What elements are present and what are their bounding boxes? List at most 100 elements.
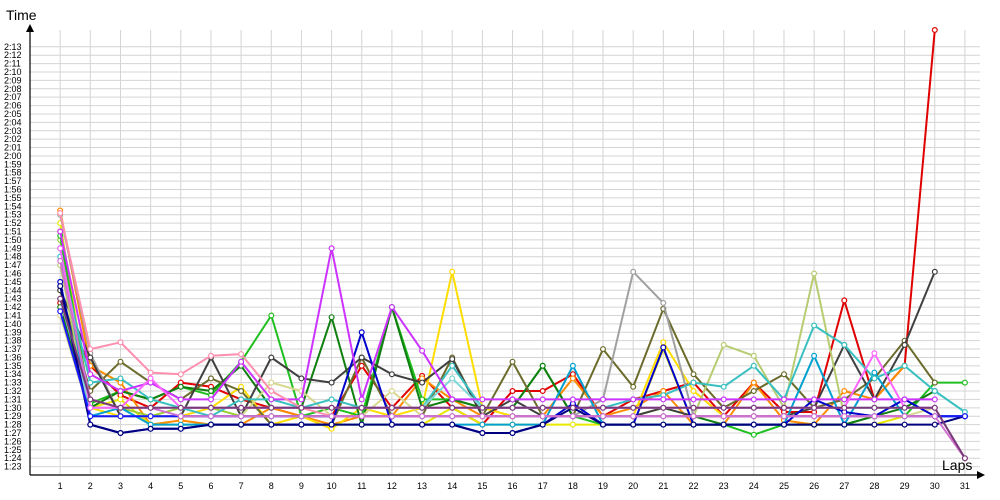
- y-tick-label: 1:36: [4, 352, 22, 362]
- x-tick-label: 2: [88, 481, 93, 491]
- data-point: [841, 396, 848, 403]
- data-point: [117, 358, 124, 365]
- data-point: [871, 421, 878, 428]
- data-point: [630, 421, 637, 428]
- data-point: [147, 396, 154, 403]
- data-point: [630, 268, 637, 275]
- data-point: [57, 210, 64, 217]
- x-tick-label: 7: [239, 481, 244, 491]
- data-point: [931, 421, 938, 428]
- data-point: [87, 346, 94, 353]
- data-point: [720, 396, 727, 403]
- data-point: [660, 339, 667, 346]
- x-tick-label: 20: [628, 481, 638, 491]
- y-tick-label: 1:52: [4, 218, 22, 228]
- data-point: [57, 228, 64, 235]
- data-point: [449, 268, 456, 275]
- x-tick-label: 24: [749, 481, 759, 491]
- y-tick-label: 1:30: [4, 403, 22, 413]
- data-point: [841, 388, 848, 395]
- data-point: [569, 375, 576, 382]
- y-tick-label: 2:02: [4, 134, 22, 144]
- x-axis-title: Laps: [942, 457, 972, 473]
- y-tick-label: 1:38: [4, 336, 22, 346]
- series-line: [59, 290, 936, 426]
- data-point: [690, 413, 697, 420]
- data-point: [780, 396, 787, 403]
- y-tick-label: 2:03: [4, 126, 22, 136]
- data-point: [630, 404, 637, 411]
- data-point: [87, 379, 94, 386]
- data-point: [358, 354, 365, 361]
- data-point: [87, 421, 94, 428]
- x-tick-label: 1: [58, 481, 63, 491]
- data-point: [539, 396, 546, 403]
- data-point: [690, 404, 697, 411]
- data-point: [539, 421, 546, 428]
- data-point: [117, 430, 124, 437]
- data-point: [419, 379, 426, 386]
- data-point: [388, 413, 395, 420]
- data-point: [931, 396, 938, 403]
- y-tick-label: 2:10: [4, 67, 22, 77]
- y-axis-title: Time: [6, 7, 37, 23]
- data-point: [328, 413, 335, 420]
- data-point: [750, 388, 757, 395]
- data-point: [690, 396, 697, 403]
- data-point: [87, 404, 94, 411]
- y-tick-label: 1:47: [4, 260, 22, 270]
- series-line: [59, 231, 935, 401]
- y-tick-label: 2:08: [4, 84, 22, 94]
- data-point: [147, 369, 154, 376]
- data-point: [720, 404, 727, 411]
- x-tick-label: 15: [477, 481, 487, 491]
- data-point: [298, 396, 305, 403]
- series-group: [57, 268, 938, 420]
- y-tick-label: 1:24: [4, 453, 22, 463]
- y-tick-label: 2:09: [4, 75, 22, 85]
- y-axis-arrow: [26, 24, 34, 32]
- data-point: [298, 404, 305, 411]
- data-point: [388, 421, 395, 428]
- x-tick-label: 3: [118, 481, 123, 491]
- data-point: [841, 421, 848, 428]
- y-tick-label: 1:57: [4, 176, 22, 186]
- data-point: [238, 358, 245, 365]
- x-tick-label: 23: [719, 481, 729, 491]
- data-point: [599, 404, 606, 411]
- x-tick-label: 27: [839, 481, 849, 491]
- data-point: [177, 413, 184, 420]
- data-point: [811, 352, 818, 359]
- data-point: [901, 413, 908, 420]
- data-point: [419, 413, 426, 420]
- data-point: [57, 283, 64, 290]
- data-point: [208, 388, 215, 395]
- data-point: [750, 362, 757, 369]
- data-point: [660, 344, 667, 351]
- data-point: [811, 270, 818, 277]
- data-point: [358, 404, 365, 411]
- y-tick-label: 1:56: [4, 185, 22, 195]
- x-tick-label: 28: [869, 481, 879, 491]
- data-point: [569, 396, 576, 403]
- y-tick-label: 1:34: [4, 369, 22, 379]
- data-point: [87, 354, 94, 361]
- x-tick-label: 9: [299, 481, 304, 491]
- y-tick-label: 1:32: [4, 386, 22, 396]
- data-point: [268, 388, 275, 395]
- data-point: [630, 396, 637, 403]
- y-tick-label: 2:11: [4, 59, 21, 69]
- data-point: [630, 383, 637, 390]
- chart-series-layer: [57, 27, 968, 462]
- data-point: [871, 369, 878, 376]
- series-group: [57, 295, 968, 462]
- data-point: [57, 295, 64, 302]
- data-point: [901, 341, 908, 348]
- data-point: [901, 362, 908, 369]
- data-point: [780, 413, 787, 420]
- data-point: [660, 404, 667, 411]
- data-point: [117, 396, 124, 403]
- y-tick-label: 1:27: [4, 428, 22, 438]
- data-point: [208, 421, 215, 428]
